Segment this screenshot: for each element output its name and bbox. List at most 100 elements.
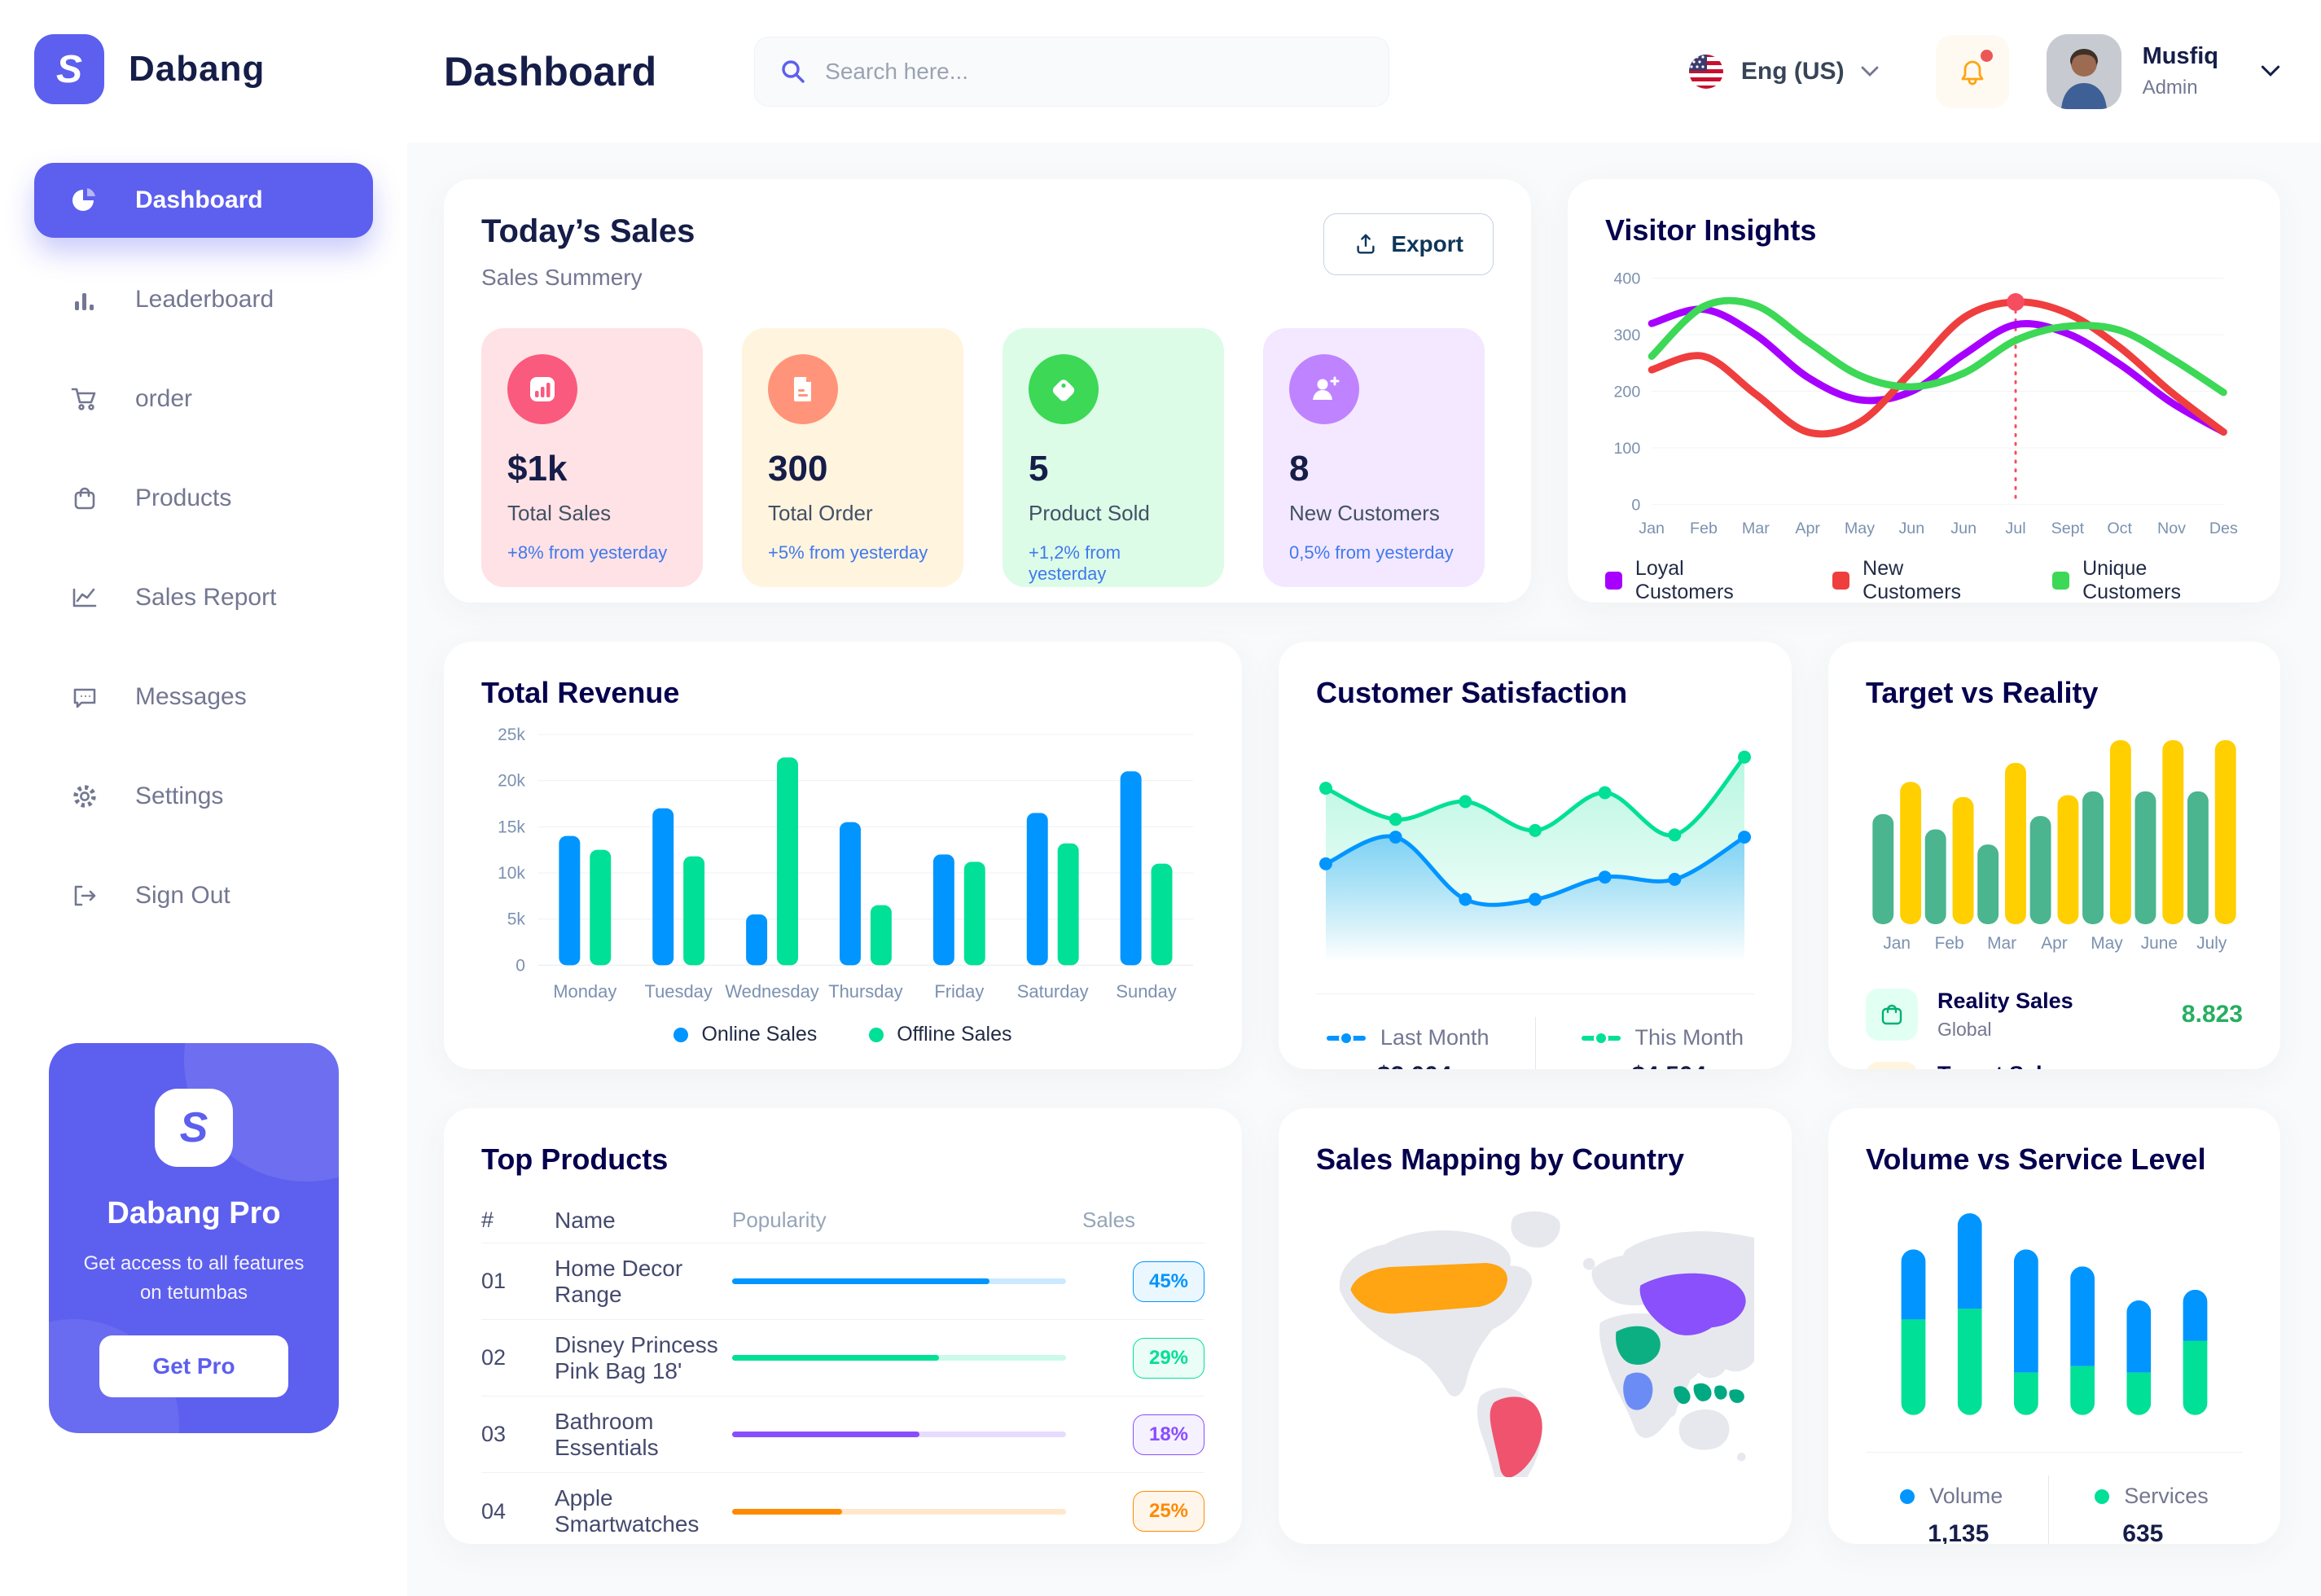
product-name: Disney Princess Pink Bag 18' xyxy=(555,1331,718,1383)
sidebar-item-label: Leaderboard xyxy=(135,286,274,313)
legend-item: Unique Customers xyxy=(2052,557,2243,603)
product-sold-card: 5 Product Sold +1,2% from yesterday xyxy=(1003,328,1224,587)
customer-satisfaction-title: Customer Satisfaction xyxy=(1316,676,1628,709)
todays-sales-title: Today’s Sales xyxy=(481,213,695,249)
customer-satisfaction-card: Customer Satisfaction Last Month$3,004 Th… xyxy=(1279,642,1792,1069)
sales-badge: 29% xyxy=(1133,1337,1204,1379)
product-rank: 04 xyxy=(481,1498,507,1524)
svg-text:Feb: Feb xyxy=(1935,934,1964,953)
sidebar-item-dashboard[interactable]: Dashboard xyxy=(34,163,373,238)
visitor-insights-title: Visitor Insights xyxy=(1605,213,1817,247)
svg-text:5k: 5k xyxy=(507,910,526,929)
volume-service-title: Volume vs Service Level xyxy=(1866,1142,2206,1176)
sales-map-title: Sales Mapping by Country xyxy=(1316,1142,1685,1176)
popularity-bar xyxy=(732,1278,1082,1284)
total-order-card: 300 Total Order +5% from yesterday xyxy=(742,328,963,587)
pie-chart-icon xyxy=(68,184,101,217)
sales-badge: 45% xyxy=(1133,1261,1204,1302)
product-name: Home Decor Range xyxy=(555,1255,683,1307)
sidebar-item-label: Products xyxy=(135,484,232,511)
svg-text:Jan: Jan xyxy=(1883,934,1911,953)
volume-service-legend: Volume 1,135 Services 635 xyxy=(1866,1475,2243,1544)
avatar xyxy=(2046,33,2121,109)
dabang-pro-card: S Dabang Pro Get access to all features … xyxy=(49,1043,339,1433)
sidebar-item-settings[interactable]: Settings xyxy=(34,759,373,834)
language-label: Eng (US) xyxy=(1740,57,1845,85)
order-file-icon xyxy=(768,354,838,424)
table-row[interactable]: 01 Home Decor Range 45% xyxy=(481,1243,1204,1320)
svg-text:May: May xyxy=(1845,520,1875,537)
sidebar-item-leaderboard[interactable]: Leaderboard xyxy=(34,262,373,337)
sidebar-item-label: order xyxy=(135,385,193,412)
todays-sales-subtitle: Sales Summery xyxy=(481,265,643,290)
sales-badge: 18% xyxy=(1133,1414,1204,1455)
sidebar-item-label: Sales Report xyxy=(135,584,277,611)
brand-name: Dabang xyxy=(129,49,265,89)
svg-text:Feb: Feb xyxy=(1690,520,1718,537)
ticket-icon xyxy=(1866,1061,1918,1069)
svg-text:Sept: Sept xyxy=(2051,520,2085,537)
svg-text:Apr: Apr xyxy=(2041,934,2068,953)
total-revenue-legend: Online Sales Offline Sales xyxy=(481,1023,1204,1046)
legend-item: Reality Sales Global 8.823 xyxy=(1866,988,2243,1041)
volume-service-card: Volume vs Service Level Volume 1,135 Servi… xyxy=(1828,1108,2280,1544)
sidebar-item-sign-out[interactable]: Sign Out xyxy=(34,858,373,933)
get-pro-button[interactable]: Get Pro xyxy=(99,1335,288,1397)
sidebar-item-sales-report[interactable]: Sales Report xyxy=(34,560,373,635)
notifications-button[interactable] xyxy=(1935,34,2009,108)
legend-item: Services 635 xyxy=(2095,1484,2209,1544)
world-map xyxy=(1316,1191,1792,1498)
bell-icon xyxy=(1961,60,1983,85)
search-input[interactable] xyxy=(825,58,1365,85)
svg-text:400: 400 xyxy=(1613,270,1640,288)
table-row[interactable]: 03 Bathroom Essentials 18% xyxy=(481,1396,1204,1473)
svg-text:Saturday: Saturday xyxy=(1017,981,1089,1002)
chart-icon xyxy=(507,354,577,424)
tag-icon xyxy=(1029,354,1099,424)
col-header-popularity: Popularity xyxy=(732,1208,827,1232)
map-country-china xyxy=(1639,1273,1746,1335)
svg-text:20k: 20k xyxy=(498,772,525,791)
svg-text:Monday: Monday xyxy=(553,981,616,1002)
bar-chart-icon xyxy=(68,283,101,316)
svg-text:100: 100 xyxy=(1613,440,1640,458)
notification-dot xyxy=(1980,49,1993,62)
search-icon xyxy=(782,59,805,83)
metric-delta: +5% from yesterday xyxy=(768,542,928,563)
legend-item: Volume 1,135 xyxy=(1900,1484,2003,1544)
total-revenue-title: Total Revenue xyxy=(481,676,680,709)
table-row[interactable]: 04 Apple Smartwatches 25% xyxy=(481,1473,1204,1544)
svg-text:0: 0 xyxy=(1631,496,1640,514)
sidebar-item-order[interactable]: order xyxy=(34,362,373,436)
sidebar-item-label: Messages xyxy=(135,683,247,710)
product-rank: 02 xyxy=(481,1345,507,1370)
svg-text:Jun: Jun xyxy=(1898,520,1924,537)
top-products-table: # Name Popularity Sales 01 Home Decor Ran… xyxy=(481,1198,1204,1544)
cart-icon xyxy=(68,383,101,415)
svg-text:Apr: Apr xyxy=(1795,520,1820,537)
sidebar-menu: Dashboard Leaderboard or xyxy=(0,163,407,933)
metric-value: 8 xyxy=(1289,449,1310,489)
language-selector[interactable]: Eng (US) xyxy=(1687,53,1879,90)
product-name: Apple Smartwatches xyxy=(555,1485,700,1537)
total-sales-card: $1k Total Sales +8% from yesterday xyxy=(481,328,703,587)
table-row[interactable]: 02 Disney Princess Pink Bag 18' 29% xyxy=(481,1320,1204,1396)
sidebar-item-messages[interactable]: Messages xyxy=(34,660,373,734)
svg-text:200: 200 xyxy=(1613,383,1640,401)
metric-label: Total Sales xyxy=(507,501,612,525)
sidebar-item-products[interactable]: Products xyxy=(34,461,373,536)
dabang-pro-logo-icon: S xyxy=(155,1089,233,1167)
legend-item: Loyal Customers xyxy=(1605,557,1780,603)
visitor-insights-chart: 0 100 200 300 400 Jan Feb Mar Apr May Jun Jun Jul Sep… xyxy=(1605,262,2243,549)
sales-badge: 25% xyxy=(1133,1491,1204,1532)
brand: S Dabang xyxy=(34,34,407,104)
user-menu[interactable]: Musfiq Admin xyxy=(2046,33,2280,109)
customer-satisfaction-chart xyxy=(1316,725,1754,972)
export-button[interactable]: Export xyxy=(1323,213,1494,275)
todays-sales-card: Today’s Sales Sales Summery Export xyxy=(444,179,1531,603)
svg-text:Mar: Mar xyxy=(1987,934,2016,953)
svg-text:Thursday: Thursday xyxy=(828,981,902,1002)
line-chart-icon xyxy=(68,581,101,614)
